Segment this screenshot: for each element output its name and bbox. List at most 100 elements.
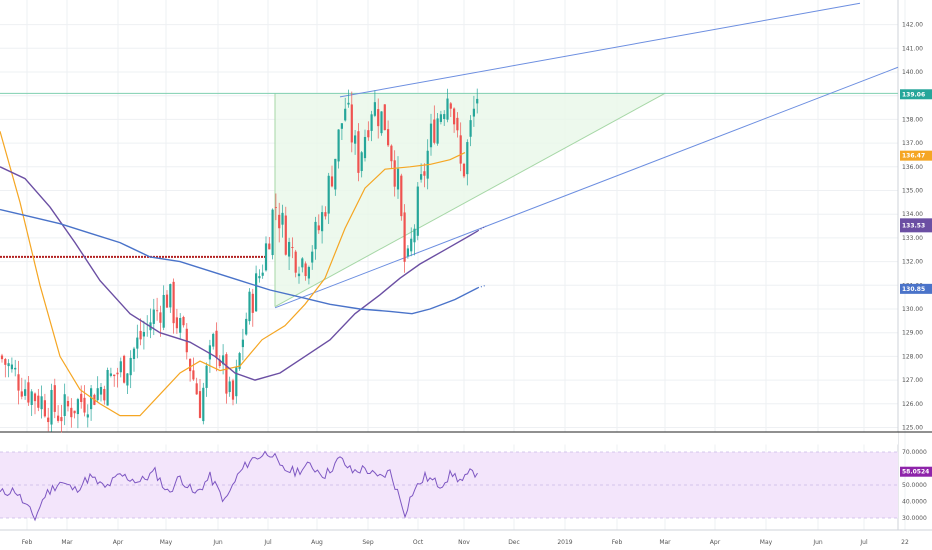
candle-body bbox=[354, 135, 357, 144]
candle-body bbox=[449, 103, 452, 109]
candle-body bbox=[113, 374, 116, 377]
badge-ma-slow-text: 130.85 bbox=[902, 286, 925, 293]
candle-body bbox=[317, 225, 320, 231]
ma-slow-line bbox=[0, 208, 479, 315]
candle-body bbox=[429, 123, 433, 148]
candle-body bbox=[179, 317, 182, 333]
candle-body bbox=[274, 207, 277, 209]
candle-body bbox=[14, 367, 17, 370]
candle-body bbox=[420, 174, 423, 180]
candle-body bbox=[363, 136, 367, 159]
candle-body bbox=[264, 243, 268, 271]
candle-body bbox=[53, 385, 56, 412]
time-label: Nov bbox=[458, 539, 470, 546]
candle-body bbox=[159, 312, 162, 323]
candle-body bbox=[198, 391, 202, 418]
grid bbox=[0, 0, 932, 531]
candle-body bbox=[436, 118, 439, 144]
candle-body bbox=[321, 212, 324, 232]
candle-body bbox=[212, 333, 215, 347]
candle-body bbox=[156, 310, 159, 312]
candle-body bbox=[30, 391, 33, 405]
candle-body bbox=[126, 373, 129, 386]
candle-body bbox=[10, 364, 13, 370]
rsi-tick: 70.0000 bbox=[902, 449, 927, 456]
candle-body bbox=[423, 171, 426, 176]
badge-ma-mid bbox=[900, 218, 932, 233]
candle-body bbox=[152, 309, 155, 324]
time-label: Mar bbox=[61, 539, 73, 546]
candle-body bbox=[334, 158, 337, 190]
candle-body bbox=[350, 104, 353, 143]
triangle-edge bbox=[274, 92, 666, 308]
candle-body bbox=[311, 251, 314, 263]
candle-body bbox=[73, 410, 76, 414]
price-tick: 130.00 bbox=[902, 306, 923, 313]
time-label: Aug bbox=[311, 539, 323, 546]
candle-body bbox=[175, 317, 178, 329]
badge-last-text: 139.06 bbox=[902, 91, 925, 98]
candle-body bbox=[24, 389, 27, 396]
time-label: Oct bbox=[413, 539, 424, 546]
candle-body bbox=[27, 382, 30, 403]
candle-body bbox=[225, 354, 228, 394]
candle-body bbox=[119, 361, 122, 373]
candle-body bbox=[324, 212, 327, 217]
candle-body bbox=[231, 380, 235, 400]
time-label: Apr bbox=[710, 539, 721, 546]
candle-body bbox=[344, 108, 347, 121]
candle-body bbox=[106, 369, 109, 406]
candle-body bbox=[20, 391, 23, 397]
candle-body bbox=[245, 318, 248, 335]
time-label: 22 bbox=[901, 539, 909, 546]
candle-body bbox=[330, 176, 334, 187]
candle-body bbox=[205, 365, 208, 388]
candle-body bbox=[123, 355, 126, 383]
price-tick: 133.00 bbox=[902, 235, 923, 242]
candle-body bbox=[453, 108, 456, 125]
price-tick: 134.00 bbox=[902, 211, 923, 218]
candle-body bbox=[103, 389, 106, 401]
candle-body bbox=[40, 396, 43, 410]
ma-mid-line bbox=[0, 166, 479, 381]
candle-body bbox=[377, 109, 380, 127]
price-tick: 129.00 bbox=[902, 330, 923, 337]
candle-body bbox=[182, 317, 185, 326]
candle-body bbox=[462, 163, 466, 177]
candle-body bbox=[459, 135, 462, 164]
candle-body bbox=[241, 339, 244, 348]
candle-body bbox=[383, 104, 386, 131]
candle-body bbox=[218, 359, 221, 367]
candle-body bbox=[139, 330, 142, 340]
time-label: Feb bbox=[612, 539, 623, 546]
candle-body bbox=[433, 119, 436, 143]
candle-body bbox=[403, 212, 406, 262]
candle-body bbox=[380, 111, 383, 134]
price-badges: 139.06 136.47 133.53 130.85 58.0524 bbox=[900, 89, 932, 477]
candle-body bbox=[268, 243, 271, 250]
candle-body bbox=[33, 393, 37, 402]
candle-body bbox=[202, 387, 205, 422]
ma-slow-projection bbox=[477, 284, 487, 289]
candle-body bbox=[116, 372, 119, 375]
time-label: Jul bbox=[859, 539, 868, 546]
candle-body bbox=[410, 238, 413, 252]
candle-body bbox=[327, 175, 330, 214]
candle-body bbox=[466, 142, 469, 175]
candle-body bbox=[297, 273, 301, 277]
candle-body bbox=[7, 363, 10, 367]
badge-ma-fast bbox=[900, 150, 932, 161]
candle-body bbox=[43, 400, 46, 417]
candle-body bbox=[90, 388, 93, 410]
time-label: Sep bbox=[362, 539, 374, 546]
candle-body bbox=[291, 247, 294, 249]
candle-body bbox=[476, 98, 479, 104]
rsi-line bbox=[0, 450, 478, 522]
candle-body bbox=[235, 367, 238, 397]
price-tick: 140.00 bbox=[902, 69, 923, 76]
candle-body bbox=[360, 152, 363, 172]
rsi-band bbox=[0, 452, 898, 518]
badge-ma-fast-text: 136.47 bbox=[902, 153, 925, 160]
badge-last bbox=[900, 89, 932, 100]
